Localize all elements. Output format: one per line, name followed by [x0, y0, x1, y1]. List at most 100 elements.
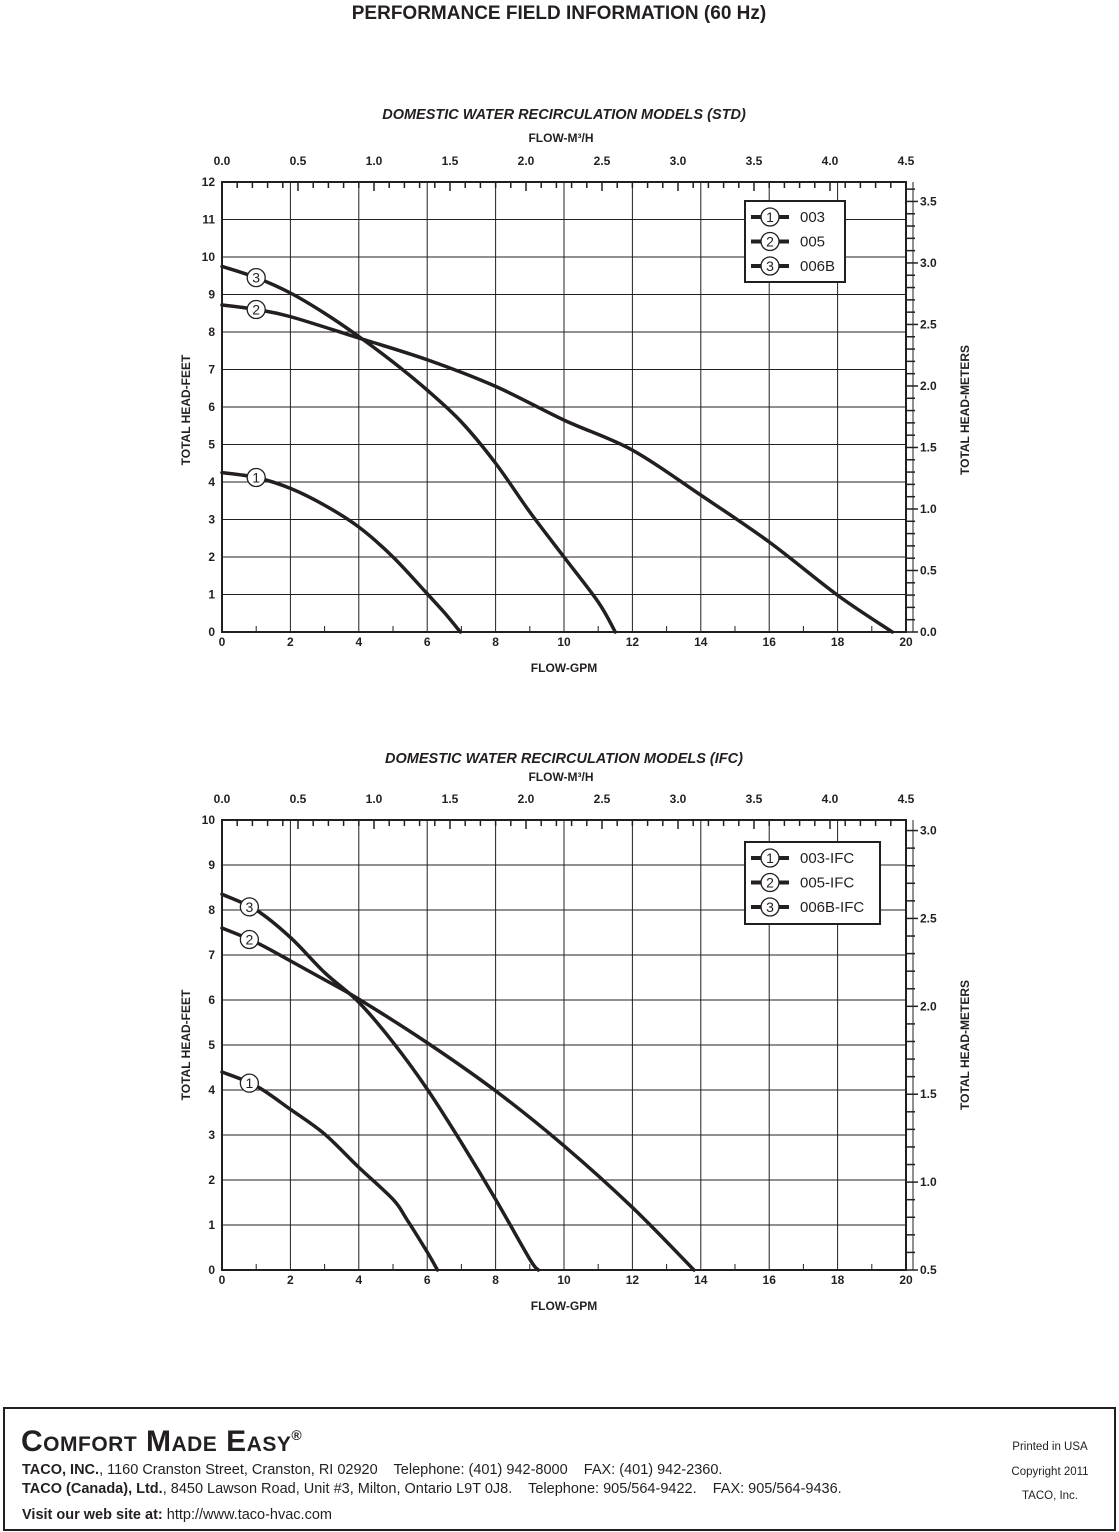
- y-tick-label: 0: [208, 1263, 215, 1277]
- curve-marker-number: 1: [252, 470, 260, 486]
- curve-marker-circle: [246, 267, 266, 288]
- x2-tick-label: 2.0: [518, 154, 535, 168]
- x-tick-label: 2: [287, 635, 294, 649]
- printed-in: Printed in USA: [1012, 1441, 1088, 1453]
- x-tick-label: 18: [831, 635, 845, 649]
- x2-tick-label: 4.5: [898, 792, 915, 806]
- x2-tick-label: 4.0: [822, 792, 839, 806]
- chart-title: DOMESTIC WATER RECIRCULATION MODELS (IFC…: [385, 751, 743, 767]
- y-tick-label: 3: [208, 1128, 215, 1142]
- curve-marker-circle: [239, 929, 260, 950]
- y-tick-label: 10: [202, 250, 216, 264]
- right-axis-title: TOTAL HEAD-METERS: [958, 980, 972, 1110]
- y-tick-label: 8: [208, 325, 215, 339]
- y2-tick-label: 1.5: [920, 1087, 937, 1101]
- x2-tick-label: 4.0: [822, 154, 839, 168]
- top-axis-title: FLOW-M³/H: [528, 131, 593, 145]
- curve-003: [220, 470, 463, 634]
- x-tick-label: 10: [557, 1273, 571, 1287]
- legend-label: 006B: [800, 258, 835, 275]
- legend-marker-number: 2: [766, 234, 774, 250]
- us-company: TACO, INC.: [22, 1462, 100, 1478]
- y-tick-label: 3: [208, 513, 215, 527]
- x-tick-label: 6: [424, 1273, 431, 1287]
- curve-marker-number: 3: [252, 270, 260, 286]
- y2-tick-label: 1.0: [920, 502, 937, 516]
- x2-tick-label: 1.0: [366, 154, 383, 168]
- y-tick-label: 0: [208, 625, 215, 639]
- x-tick-label: 16: [763, 1273, 777, 1287]
- y-tick-label: 7: [208, 948, 215, 962]
- y2-tick-label: 0.5: [920, 563, 937, 577]
- legend-marker-circle: [760, 231, 780, 252]
- legend-marker-number: 1: [766, 209, 774, 225]
- us-contact: , 1160 Cranston Street, Cranston, RI 029…: [99, 1462, 723, 1478]
- y-tick-label: 2: [208, 550, 215, 564]
- y2-tick-label: 3.0: [920, 824, 937, 838]
- curve-marker-number: 2: [252, 302, 260, 318]
- left-axis-title: TOTAL HEAD-FEET: [179, 354, 193, 465]
- y2-tick-label: 2.5: [920, 911, 937, 925]
- y-tick-label: 9: [208, 858, 215, 872]
- curve-003-ifc: [220, 1070, 440, 1272]
- x2-tick-label: 0.0: [214, 792, 231, 806]
- plot-frame: [221, 819, 907, 1271]
- y2-tick-label: 3.0: [920, 256, 937, 270]
- y-tick-label: 5: [208, 1038, 215, 1052]
- legend-marker-circle: [760, 872, 780, 893]
- curve-006b-ifc: [220, 892, 541, 1272]
- y2-tick-label: 2.5: [920, 317, 937, 331]
- registered-mark: ®: [291, 1427, 303, 1443]
- legend-label: 005-IFC: [800, 875, 854, 892]
- x-tick-label: 0: [219, 635, 226, 649]
- legend-marker-circle: [760, 256, 780, 276]
- x-tick-label: 4: [355, 1273, 362, 1287]
- y2-tick-label: 0.5: [920, 1263, 937, 1277]
- x-tick-label: 14: [694, 1273, 708, 1287]
- std-chart: DOMESTIC WATER RECIRCULATION MODELS (STD…: [179, 107, 972, 675]
- x2-tick-label: 4.5: [898, 154, 915, 168]
- brand-text: Comfort Made Easy: [21, 1425, 292, 1458]
- legend-marker-circle: [760, 848, 780, 868]
- curve-marker-circle: [246, 299, 266, 320]
- canada-contact: , 8450 Lawson Road, Unit #3, Milton, Ont…: [162, 1481, 842, 1497]
- copyright-owner: TACO, Inc.: [1021, 1490, 1079, 1502]
- x2-tick-label: 3.5: [746, 154, 763, 168]
- x2-tick-label: 1.5: [442, 154, 459, 168]
- x2-tick-label: 3.5: [746, 792, 763, 806]
- x2-tick-label: 2.0: [518, 792, 535, 806]
- x-tick-label: 10: [557, 635, 571, 649]
- legend-marker-circle: [760, 897, 780, 917]
- x2-tick-label: 3.0: [670, 154, 687, 168]
- legend-marker-number: 1: [766, 850, 774, 866]
- website-link[interactable]: http://www.taco-hvac.com: [162, 1507, 332, 1523]
- legend-label: 006B-IFC: [800, 899, 864, 916]
- curve-005: [220, 303, 895, 634]
- x2-tick-label: 2.5: [594, 792, 611, 806]
- website-line: Visit our web site at: http://www.taco-h…: [22, 1507, 332, 1523]
- curve-005-ifc: [220, 926, 696, 1272]
- plot-frame: [221, 181, 907, 633]
- brand-logo: Comfort Made Easy®: [21, 1425, 302, 1459]
- x2-tick-label: 1.0: [366, 792, 383, 806]
- x2-tick-label: 2.5: [594, 154, 611, 168]
- x-tick-label: 12: [626, 635, 640, 649]
- legend-marker-number: 3: [766, 258, 774, 274]
- x-tick-label: 16: [763, 635, 777, 649]
- x-tick-label: 20: [899, 1273, 913, 1287]
- x2-tick-label: 0.5: [290, 792, 307, 806]
- x2-tick-label: 1.5: [442, 792, 459, 806]
- y2-tick-label: 2.0: [920, 379, 937, 393]
- curve-marker-number: 3: [245, 899, 253, 915]
- x-tick-label: 18: [831, 1273, 845, 1287]
- y-tick-label: 1: [208, 1218, 215, 1232]
- left-axis-title: TOTAL HEAD-FEET: [179, 989, 193, 1100]
- y-tick-label: 1: [208, 588, 215, 602]
- legend-label: 003-IFC: [800, 850, 854, 867]
- y-tick-label: 6: [208, 993, 215, 1007]
- legend-label: 005: [800, 234, 825, 251]
- curve-marker-circle: [239, 1073, 260, 1093]
- x-tick-label: 8: [492, 635, 499, 649]
- legend-label: 003: [800, 209, 825, 226]
